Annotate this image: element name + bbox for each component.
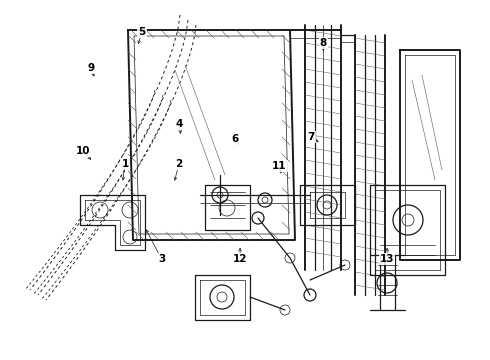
Text: 9: 9	[87, 63, 94, 73]
Text: 13: 13	[380, 254, 394, 264]
Text: 7: 7	[307, 132, 315, 142]
Text: 2: 2	[175, 159, 182, 169]
Text: 6: 6	[232, 134, 239, 144]
Text: 12: 12	[233, 254, 247, 264]
Text: 11: 11	[272, 161, 287, 171]
Text: 1: 1	[122, 159, 128, 169]
Text: 10: 10	[76, 146, 91, 156]
Text: 8: 8	[320, 38, 327, 48]
Text: 3: 3	[158, 254, 165, 264]
Text: 5: 5	[139, 27, 146, 37]
Text: 4: 4	[175, 119, 183, 129]
